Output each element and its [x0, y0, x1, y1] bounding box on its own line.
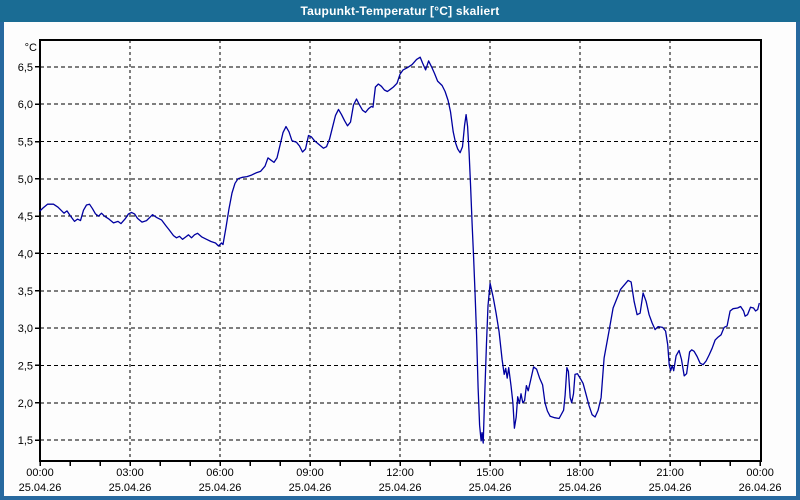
window-title: Taupunkt-Temperatur [°C] skaliert [300, 4, 500, 18]
y-tick-label: 6,0 [18, 99, 33, 111]
window-border-left [0, 22, 4, 500]
x-tick-date-label: 25.04.26 [469, 482, 512, 494]
x-tick-date-label: 25.04.26 [379, 482, 422, 494]
x-tick-time-label: 00:00 [26, 467, 54, 479]
x-tick-date-label: 26.04.26 [739, 482, 782, 494]
series-dewpoint-line [39, 56, 760, 444]
y-tick-label: 2,5 [18, 360, 33, 372]
y-tick-label: 3,5 [18, 286, 33, 298]
window-titlebar: Taupunkt-Temperatur [°C] skaliert [0, 0, 800, 22]
x-tick-date-label: 25.04.26 [199, 482, 242, 494]
x-tick-date-label: 25.04.26 [649, 482, 692, 494]
y-tick-label: 2,0 [18, 398, 33, 410]
x-tick-time-label: 00:00 [746, 467, 774, 479]
y-tick-label: 1,5 [18, 435, 33, 447]
y-tick-label: 3,0 [18, 323, 33, 335]
x-tick-time-label: 15:00 [476, 467, 504, 479]
x-tick-time-label: 09:00 [296, 467, 324, 479]
x-tick-date-label: 25.04.26 [289, 482, 332, 494]
x-tick-date-label: 25.04.26 [19, 482, 62, 494]
gridlines [40, 40, 761, 461]
x-tick-time-label: 06:00 [206, 467, 234, 479]
x-tick-date-label: 25.04.26 [109, 482, 152, 494]
x-tick-time-label: 18:00 [566, 467, 594, 479]
y-tick-label: 5,5 [18, 137, 33, 149]
x-tick-time-label: 12:00 [386, 467, 414, 479]
axis-ticks [35, 66, 761, 466]
window-border-right [796, 22, 800, 500]
y-tick-label: 5,0 [18, 174, 33, 186]
y-tick-label: 4,5 [18, 211, 33, 223]
y-axis-unit-label: °C [25, 42, 37, 54]
x-tick-date-label: 25.04.26 [559, 482, 602, 494]
y-tick-label: 6,5 [18, 62, 33, 74]
window-border-bottom [0, 496, 800, 500]
y-tick-label: 4,0 [18, 248, 33, 260]
x-tick-time-label: 03:00 [116, 467, 144, 479]
x-tick-time-label: 21:00 [656, 467, 684, 479]
